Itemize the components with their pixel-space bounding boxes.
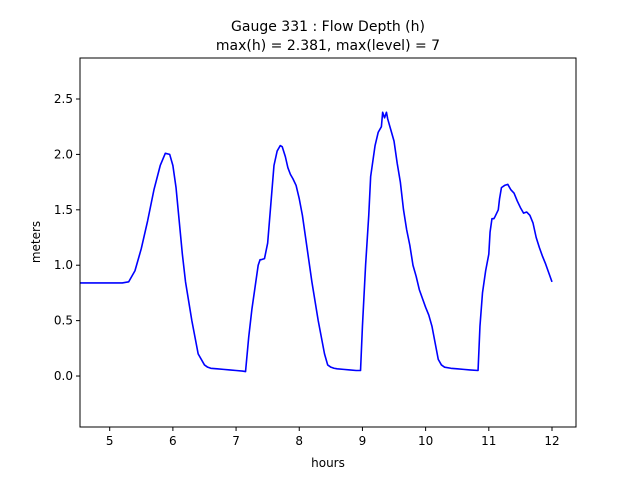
- x-tick-label-7: 7: [232, 434, 240, 448]
- x-tick-label-5: 5: [106, 434, 114, 448]
- y-tick-label-5: 2.5: [54, 92, 73, 106]
- series-line-0: [80, 111, 553, 373]
- y-axis-label: meters: [29, 221, 43, 263]
- y-tick-label-2: 1.0: [54, 258, 73, 272]
- x-tick-label-11: 11: [481, 434, 496, 448]
- y-tick-label-3: 1.5: [54, 203, 73, 217]
- x-tick-label-8: 8: [295, 434, 303, 448]
- x-tick-label-10: 10: [418, 434, 433, 448]
- x-tick-label-6: 6: [169, 434, 177, 448]
- plot-frame: [79, 57, 577, 428]
- chart-title: Gauge 331 : Flow Depth (h): [231, 19, 425, 35]
- y-tick-label-0: 0.0: [54, 369, 73, 383]
- x-tick-label-9: 9: [359, 434, 367, 448]
- y-tick-label-4: 2.0: [54, 147, 73, 161]
- x-tick-label-12: 12: [544, 434, 559, 448]
- y-tick-label-1: 0.5: [54, 314, 73, 328]
- x-axis-label: hours: [311, 456, 345, 470]
- chart-subtitle: max(h) = 2.381, max(level) = 7: [216, 38, 440, 54]
